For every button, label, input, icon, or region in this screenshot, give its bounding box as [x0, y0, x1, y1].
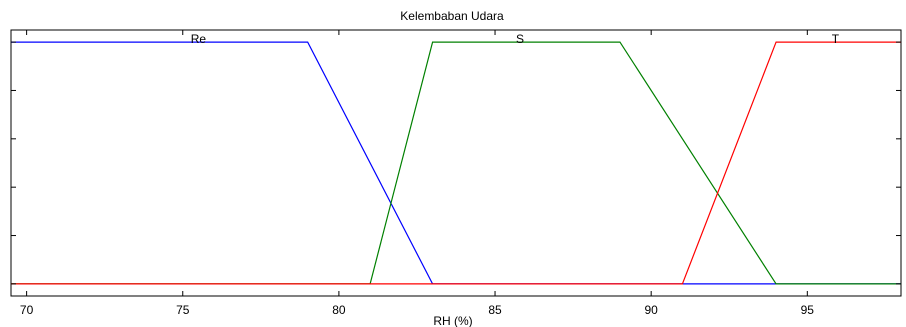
mf-label-t: T — [832, 32, 840, 46]
mf-labels: Re S T — [191, 32, 840, 46]
x-axis-ticks: 70 75 80 85 90 95 — [20, 30, 814, 317]
x-tick-label: 80 — [332, 303, 346, 317]
x-tick-label: 85 — [488, 303, 502, 317]
chart-title: Kelembaban Udara — [400, 9, 504, 23]
mf-label-re: Re — [191, 32, 207, 46]
x-axis-label: RH (%) — [433, 314, 472, 327]
x-tick-label: 70 — [20, 303, 34, 317]
y-axis-ticks — [11, 41, 901, 285]
x-tick-label: 75 — [176, 303, 190, 317]
x-tick-label: 90 — [644, 303, 658, 317]
series-group — [11, 41, 901, 285]
x-tick-label: 95 — [801, 303, 815, 317]
series-line-t — [11, 41, 901, 285]
mf-label-s: S — [516, 32, 524, 46]
plot-frame — [10, 29, 902, 297]
